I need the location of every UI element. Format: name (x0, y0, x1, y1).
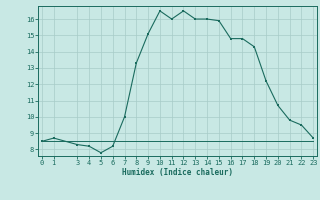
X-axis label: Humidex (Indice chaleur): Humidex (Indice chaleur) (122, 168, 233, 177)
